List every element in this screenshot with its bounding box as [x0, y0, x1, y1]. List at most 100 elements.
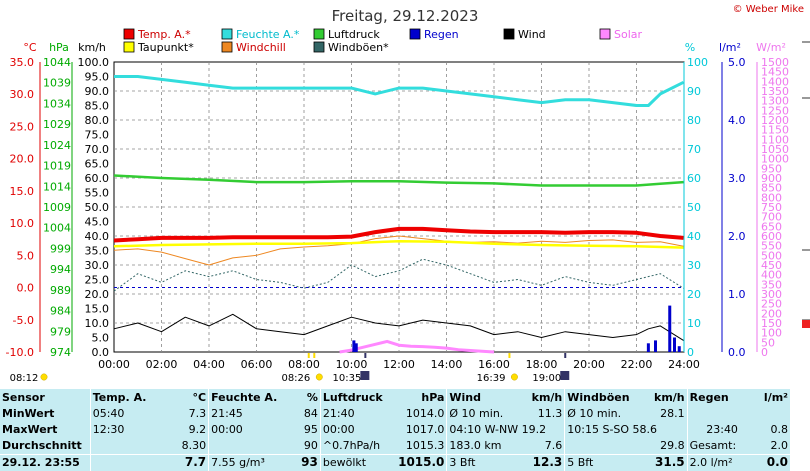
astro-time-label: 08:12: [10, 373, 39, 384]
y-tick-label-wind: 40.0: [85, 230, 110, 243]
y-tick-label-solar: 400: [761, 269, 782, 282]
rain-bar: [668, 305, 672, 352]
y-tick-label-humidity: 60: [687, 172, 701, 185]
stats-row-label: MaxWert: [2, 422, 58, 436]
stats-cell: 90: [303, 439, 318, 453]
y-tick-label-pressure: 1029: [43, 118, 71, 131]
stats-header: Temp. A.: [89, 389, 179, 406]
stats-cell: 1015.3: [405, 439, 445, 453]
y-tick-label-solar: 200: [761, 307, 782, 320]
y-tick-label-pressure: 1044: [43, 56, 71, 69]
x-tick-label: 02:00: [146, 358, 178, 371]
stats-cell: 5 Bft: [564, 453, 635, 471]
stats-cell: 12:30: [89, 421, 179, 438]
legend-swatch: [123, 28, 135, 40]
y-tick-label-pressure: 999: [50, 242, 71, 255]
y-tick-label-rain: 0.0: [728, 346, 746, 359]
y-tick-label-rain: 4.0: [728, 114, 746, 127]
rain-bar: [352, 340, 356, 352]
legend-label: Feuchte A.*: [236, 28, 300, 41]
stats-row-avg: Durchschnitt 8.30 90 ^0.7hPa/h 1015.3 18…: [0, 437, 790, 455]
y-tick-label-wind: 20.0: [85, 288, 110, 301]
stats-cell: [89, 453, 179, 471]
y-tick-label-temp: 20.0: [10, 153, 35, 166]
stats-cell: 183.0 km: [446, 437, 517, 455]
stats-row-current: 29.12. 23:55 7.7 7.55 g/m³ 93 bewölkt 10…: [0, 453, 790, 471]
stats-cell: 29.8: [660, 439, 685, 453]
legend-swatch: [503, 28, 515, 40]
stats-cell: 21:40: [319, 405, 394, 422]
x-tick-label: 22:00: [621, 358, 653, 371]
y-tick-label-rain: 1.0: [728, 288, 746, 301]
series-line-solar: [339, 339, 495, 354]
x-tick-label: 20:00: [573, 358, 605, 371]
y-tick-label-wind: 45.0: [85, 216, 110, 229]
y-tick-label-rain: 2.0: [728, 230, 746, 243]
stats-cell: 11.3: [537, 406, 563, 420]
y-tick-label-temp: 0.0: [17, 282, 35, 295]
y-tick-label-solar: 350: [761, 278, 782, 291]
right-edge-decorations: [802, 41, 810, 328]
rain-bar: [677, 346, 681, 352]
stats-row-label: Durchschnitt: [2, 439, 82, 453]
stats-row-label: 29.12. 23:55: [0, 453, 91, 471]
copyright: © Weber Mike: [732, 4, 804, 15]
stats-header: km/h: [654, 390, 685, 404]
axis-unit-solar: W/m²: [756, 41, 786, 54]
stats-table: Sensor Temp. A. °C Feuchte A. % Luftdruc…: [0, 389, 790, 471]
stats-cell: 12.3: [516, 453, 565, 471]
y-tick-label-pressure: 984: [50, 305, 71, 318]
edge-marker: [802, 320, 810, 328]
y-tick-label-solar: 1300: [761, 95, 789, 108]
y-tick-label-wind: 90.0: [85, 85, 110, 98]
legend-swatch: [123, 41, 135, 53]
stats-header-row: Sensor Temp. A. °C Feuchte A. % Luftdruc…: [0, 389, 790, 406]
series-line-windchill: [113, 235, 684, 266]
legend-label: Taupunkt*: [137, 41, 194, 54]
y-tick-label-solar: 450: [761, 259, 782, 272]
legend-label: Windchill: [236, 41, 286, 54]
y-tick-label-rain: 5.0: [728, 56, 746, 69]
y-tick-label-solar: 0: [761, 346, 768, 359]
stats-cell: 00:00: [208, 421, 283, 438]
sunrise-icon: [40, 373, 48, 381]
stats-cell: 23:40: [686, 421, 757, 438]
stats-cell: bewölkt: [319, 453, 394, 471]
y-tick-label-humidity: 20: [687, 288, 701, 301]
stats-cell: 93: [282, 453, 321, 471]
stats-cell: 7.6: [544, 439, 563, 453]
y-tick-label-temp: 15.0: [10, 185, 35, 198]
y-tick-label-humidity: 40: [687, 230, 701, 243]
y-tick-label-pressure: 994: [50, 263, 71, 276]
y-tick-label-solar: 700: [761, 211, 782, 224]
y-tick-label-solar: 600: [761, 230, 782, 243]
y-tick-label-solar: 650: [761, 220, 782, 233]
stats-cell: 84: [303, 406, 318, 420]
stats-cell: 04:10 W-NW 19.2: [446, 421, 565, 438]
legend-swatch: [313, 28, 325, 40]
series-line-feuchtea: [114, 75, 685, 107]
stats-header: l/m²: [763, 390, 788, 404]
y-tick-label-solar: 50: [761, 336, 775, 349]
rain-bar: [654, 340, 657, 352]
y-tick-label-wind: 0.0: [92, 346, 110, 359]
y-tick-label-wind: 15.0: [85, 303, 110, 316]
stats-cell: 1015.0: [393, 453, 447, 471]
stats-row-min: MinWert 05:40 7.3 21:45 84 21:40 1014.0 …: [0, 405, 790, 422]
y-tick-label-solar: 100: [761, 327, 782, 340]
stats-header: Windböen: [564, 389, 635, 406]
x-tick-label: 18:00: [526, 358, 558, 371]
y-tick-label-wind: 5.0: [92, 332, 110, 345]
y-tick-label-temp: 30.0: [10, 88, 35, 101]
stats-header: km/h: [531, 390, 563, 404]
stats-row-label: MinWert: [2, 406, 55, 420]
y-tick-label-humidity: 70: [687, 143, 701, 156]
y-tick-label-pressure: 1034: [43, 97, 71, 110]
y-tick-label-solar: 1000: [761, 153, 789, 166]
stats-cell: 1017.0: [405, 422, 445, 436]
stats-cell: 7.7: [178, 453, 209, 471]
stats-cell: 1014.0: [405, 406, 445, 420]
y-tick-label-humidity: 90: [687, 85, 701, 98]
stats-cell: ^0.7hPa/h: [319, 437, 394, 455]
stats-header: hPa: [421, 390, 445, 404]
